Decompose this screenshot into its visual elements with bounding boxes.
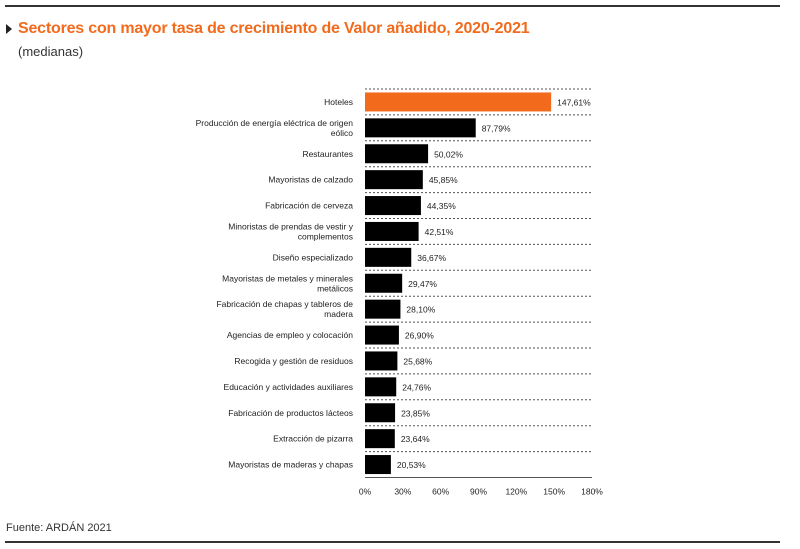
bar [365, 299, 401, 319]
category-label: Producción de energía eléctrica de orige… [196, 118, 354, 138]
bar-value-label: 20,53% [397, 460, 426, 470]
bar-value-label: 50,02% [434, 149, 463, 159]
x-tick-label: 0% [359, 487, 372, 497]
bar [365, 351, 398, 371]
bar-value-label: 29,47% [408, 279, 437, 289]
x-tick-label: 30% [394, 487, 411, 497]
category-label: Educación y actividades auxiliares [224, 382, 353, 392]
bar [365, 144, 429, 164]
bar-value-label: 26,90% [405, 331, 434, 341]
bar-value-label: 25,68% [403, 356, 432, 366]
triangle-bullet-icon [6, 24, 12, 34]
bar [365, 429, 395, 449]
category-label: Recogida y gestión de residuos [234, 356, 353, 366]
bar-value-label: 28,10% [406, 305, 435, 315]
bar [365, 170, 423, 190]
bar-value-label: 42,51% [425, 227, 454, 237]
title-row: Sectores con mayor tasa de crecimiento d… [6, 20, 530, 38]
bar [365, 247, 412, 267]
category-label: Extracción de pizarra [273, 434, 353, 444]
category-label: Mayoristas de calzado [268, 175, 353, 185]
bar-value-label: 45,85% [429, 175, 458, 185]
bar-value-label: 23,85% [401, 408, 430, 418]
x-tick-label: 60% [432, 487, 449, 497]
bar [365, 403, 396, 423]
category-label: Mayoristas de maderas y chapas [228, 460, 353, 470]
x-tick-label: 120% [505, 487, 527, 497]
bar-value-label: 23,64% [401, 434, 430, 444]
chart-subtitle: (medianas) [18, 44, 84, 59]
category-label: Fabricación de chapas y tableros de mader… [216, 299, 353, 319]
x-tick-label: 180% [581, 487, 603, 497]
bar [365, 196, 421, 216]
top-rule [5, 5, 780, 7]
bar [365, 455, 391, 475]
bar [365, 92, 552, 112]
category-label: Mayoristas de metales y minerales metálic… [222, 273, 353, 293]
category-label: Hoteles [324, 97, 353, 107]
bar-value-label: 24,76% [402, 382, 431, 392]
bar [365, 325, 399, 345]
category-label: Minoristas de prendas de vestir y complem… [228, 221, 353, 241]
x-tick-label: 150% [543, 487, 565, 497]
bar [365, 118, 476, 138]
bar-value-label: 147,61% [557, 97, 591, 107]
bottom-rule [5, 541, 780, 543]
bar [365, 273, 403, 293]
bar [365, 377, 397, 397]
category-label: Fabricación de productos lácteos [228, 408, 353, 418]
category-label: Restaurantes [302, 149, 353, 159]
x-tick-label: 90% [470, 487, 487, 497]
bar [365, 221, 419, 241]
category-label: Diseño especializado [273, 252, 354, 262]
category-label: Agencias de empleo y colocación [227, 330, 353, 340]
source-note: Fuente: ARDÁN 2021 [6, 522, 112, 534]
bar-value-label: 36,67% [417, 253, 446, 263]
chart-title: Sectores con mayor tasa de crecimiento d… [18, 20, 530, 37]
category-label: Fabricación de cerveza [265, 201, 353, 211]
bar-value-label: 44,35% [427, 201, 456, 211]
bar-value-label: 87,79% [482, 123, 511, 133]
